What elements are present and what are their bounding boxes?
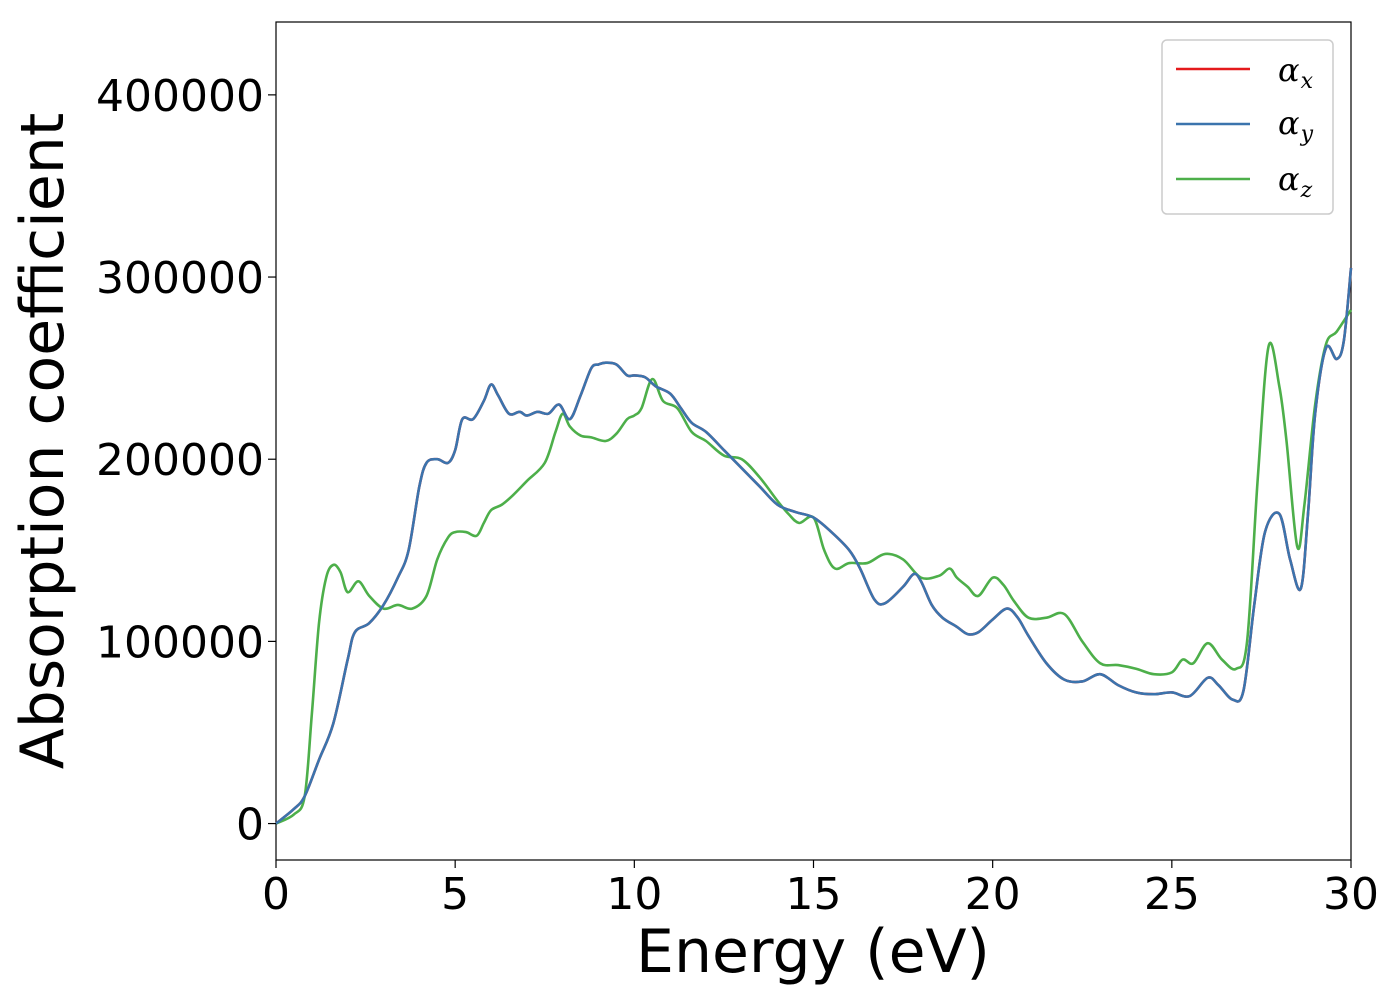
y-axis-ticks: 0 100000 200000 300000 400000 <box>96 71 276 851</box>
legend-label-alpha-x: αx <box>1278 51 1314 94</box>
x-tick-label: 15 <box>786 869 842 920</box>
x-tick-label: 30 <box>1323 869 1379 920</box>
y-tick-label: 400000 <box>96 71 264 122</box>
y-tick-label: 100000 <box>96 617 264 668</box>
x-tick-label: 25 <box>1144 869 1200 920</box>
x-axis-ticks: 0 5 10 15 20 25 30 <box>262 860 1379 920</box>
y-axis-label: Absorption coefficient <box>8 113 78 770</box>
series-layer <box>275 267 1353 825</box>
series-line-y <box>275 267 1353 825</box>
y-tick-label: 200000 <box>96 435 264 486</box>
series-line-z <box>275 309 1353 825</box>
legend-label-alpha-z: αz <box>1278 160 1313 203</box>
y-tick-label: 0 <box>236 800 264 851</box>
x-tick-label: 5 <box>441 869 469 920</box>
legend-label-alpha-y: αy <box>1278 104 1314 147</box>
y-tick-label: 300000 <box>96 253 264 304</box>
x-tick-label: 0 <box>262 869 290 920</box>
legend-box <box>1161 39 1334 215</box>
series-line-x <box>275 267 1353 825</box>
x-tick-label: 20 <box>965 869 1021 920</box>
x-axis-label: Energy (eV) <box>636 917 990 987</box>
x-tick-label: 10 <box>606 869 662 920</box>
legend: αx αy αz <box>1161 39 1334 215</box>
